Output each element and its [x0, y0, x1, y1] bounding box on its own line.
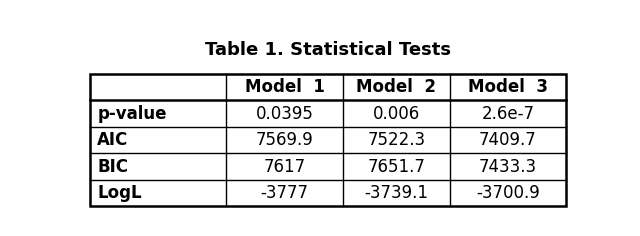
Text: -3777: -3777 [260, 184, 308, 202]
Bar [90, 74, 566, 206]
Text: 7409.7: 7409.7 [479, 131, 537, 149]
Text: AIC: AIC [97, 131, 129, 149]
Text: Model  3: Model 3 [468, 78, 548, 96]
Text: 2.6e-7: 2.6e-7 [481, 105, 534, 122]
Text: 7617: 7617 [264, 158, 306, 176]
Text: 0.0395: 0.0395 [255, 105, 314, 122]
Text: 7522.3: 7522.3 [367, 131, 425, 149]
Text: p-value: p-value [97, 105, 167, 122]
Text: -3700.9: -3700.9 [476, 184, 540, 202]
Text: BIC: BIC [97, 158, 129, 176]
Text: 7569.9: 7569.9 [256, 131, 314, 149]
Text: 0.006: 0.006 [372, 105, 420, 122]
Text: 7651.7: 7651.7 [367, 158, 425, 176]
Text: Model  2: Model 2 [356, 78, 436, 96]
Text: -3739.1: -3739.1 [364, 184, 428, 202]
Text: LogL: LogL [97, 184, 142, 202]
Text: Table 1. Statistical Tests: Table 1. Statistical Tests [205, 41, 451, 59]
Text: 7433.3: 7433.3 [479, 158, 537, 176]
Text: Model  1: Model 1 [244, 78, 324, 96]
